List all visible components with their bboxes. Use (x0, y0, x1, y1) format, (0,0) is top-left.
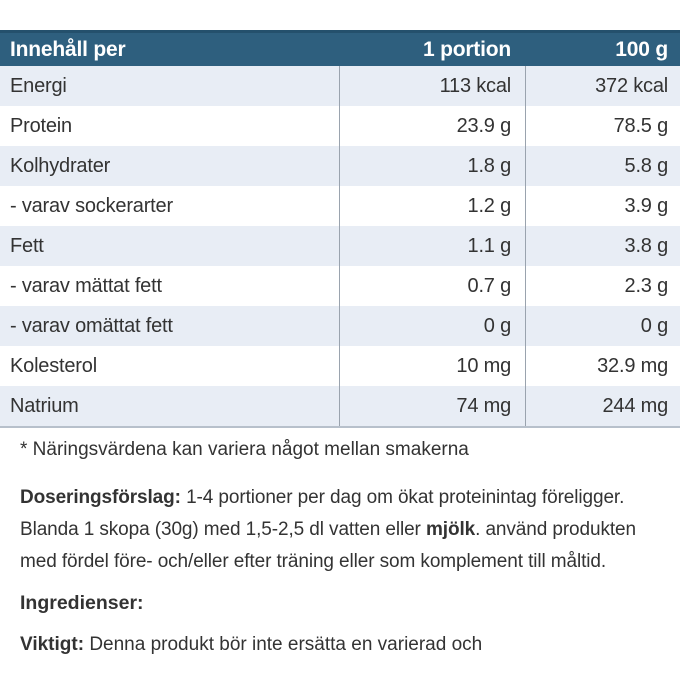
ingredients-heading: Ingredienser: (20, 592, 144, 614)
table-header-row: Innehåll per 1 portion 100 g (0, 30, 680, 66)
value-per-portion: 1.8 g (339, 146, 525, 186)
row-label: Natrium (10, 394, 79, 417)
value-per-100g: 3.8 g (525, 226, 680, 266)
value-per-100g: 372 kcal (525, 66, 680, 106)
value-per-portion: 0 g (339, 306, 525, 346)
value-per-portion: 74 mg (339, 386, 525, 426)
value-per-100g: 78.5 g (525, 106, 680, 146)
row-label: Kolesterol (10, 354, 97, 377)
important-paragraph: Viktigt: Denna produkt bör inte ersätta … (20, 632, 668, 658)
value-per-100g: 244 mg (525, 386, 680, 426)
table-row-mattat-fett: - varav mättat fett 0.7 g 2.3 g (0, 266, 680, 306)
dosage-paragraph: Doseringsförslag: 1-4 portioner per dag … (20, 482, 665, 578)
important-text: Denna produkt bör inte ersätta en varier… (84, 634, 483, 655)
row-label: - varav mättat fett (10, 274, 162, 297)
table-row-omattat-fett: - varav omättat fett 0 g 0 g (0, 306, 680, 346)
dosage-text-b: . använd produkten med fördel före- och/… (20, 519, 636, 572)
value-per-portion: 1.2 g (339, 186, 525, 226)
row-label: Kolhydrater (10, 154, 111, 177)
table-row-energi: Energi 113 kcal 372 kcal (0, 66, 680, 106)
row-label: - varav omättat fett (10, 314, 173, 337)
table-header-per-100g: 100 g (615, 37, 668, 61)
table-header-content-per: Innehåll per (10, 37, 126, 61)
table-row-kolhydrater: Kolhydrater 1.8 g 5.8 g (0, 146, 680, 186)
table-row-fett: Fett 1.1 g 3.8 g (0, 226, 680, 266)
value-per-portion: 113 kcal (339, 66, 525, 106)
row-label: Protein (10, 114, 72, 137)
row-label: - varav sockerarter (10, 194, 173, 217)
value-per-100g: 2.3 g (525, 266, 680, 306)
nutrition-table: Innehåll per 1 portion 100 g Energi 113 … (0, 30, 680, 428)
table-header-per-portion: 1 portion (422, 37, 511, 61)
dosage-lead-bold: Doseringsförslag: (20, 487, 181, 508)
product-description-text: * Näringsvärdena kan variera något mella… (20, 426, 668, 658)
important-lead-bold: Viktigt: (20, 634, 85, 655)
value-per-portion: 1.1 g (339, 226, 525, 266)
value-per-portion: 0.7 g (339, 266, 525, 306)
value-per-portion: 10 mg (339, 346, 525, 386)
table-row-sockerarter: - varav sockerarter 1.2 g 3.9 g (0, 186, 680, 226)
row-label: Fett (10, 234, 44, 257)
table-row-natrium: Natrium 74 mg 244 mg (0, 386, 680, 426)
value-per-100g: 0 g (525, 306, 680, 346)
value-per-100g: 32.9 mg (525, 346, 680, 386)
nutrition-variation-note: * Näringsvärdena kan variera något mella… (20, 439, 469, 460)
table-row-protein: Protein 23.9 g 78.5 g (0, 106, 680, 146)
value-per-portion: 23.9 g (339, 106, 525, 146)
dosage-mjolk-bold: mjölk (425, 519, 476, 540)
table-row-kolesterol: Kolesterol 10 mg 32.9 mg (0, 346, 680, 386)
row-label: Energi (10, 74, 67, 97)
dosage-text-a: 1-4 portioner per dag om ökat proteinint… (20, 487, 625, 540)
value-per-100g: 5.8 g (525, 146, 680, 186)
value-per-100g: 3.9 g (525, 186, 680, 226)
